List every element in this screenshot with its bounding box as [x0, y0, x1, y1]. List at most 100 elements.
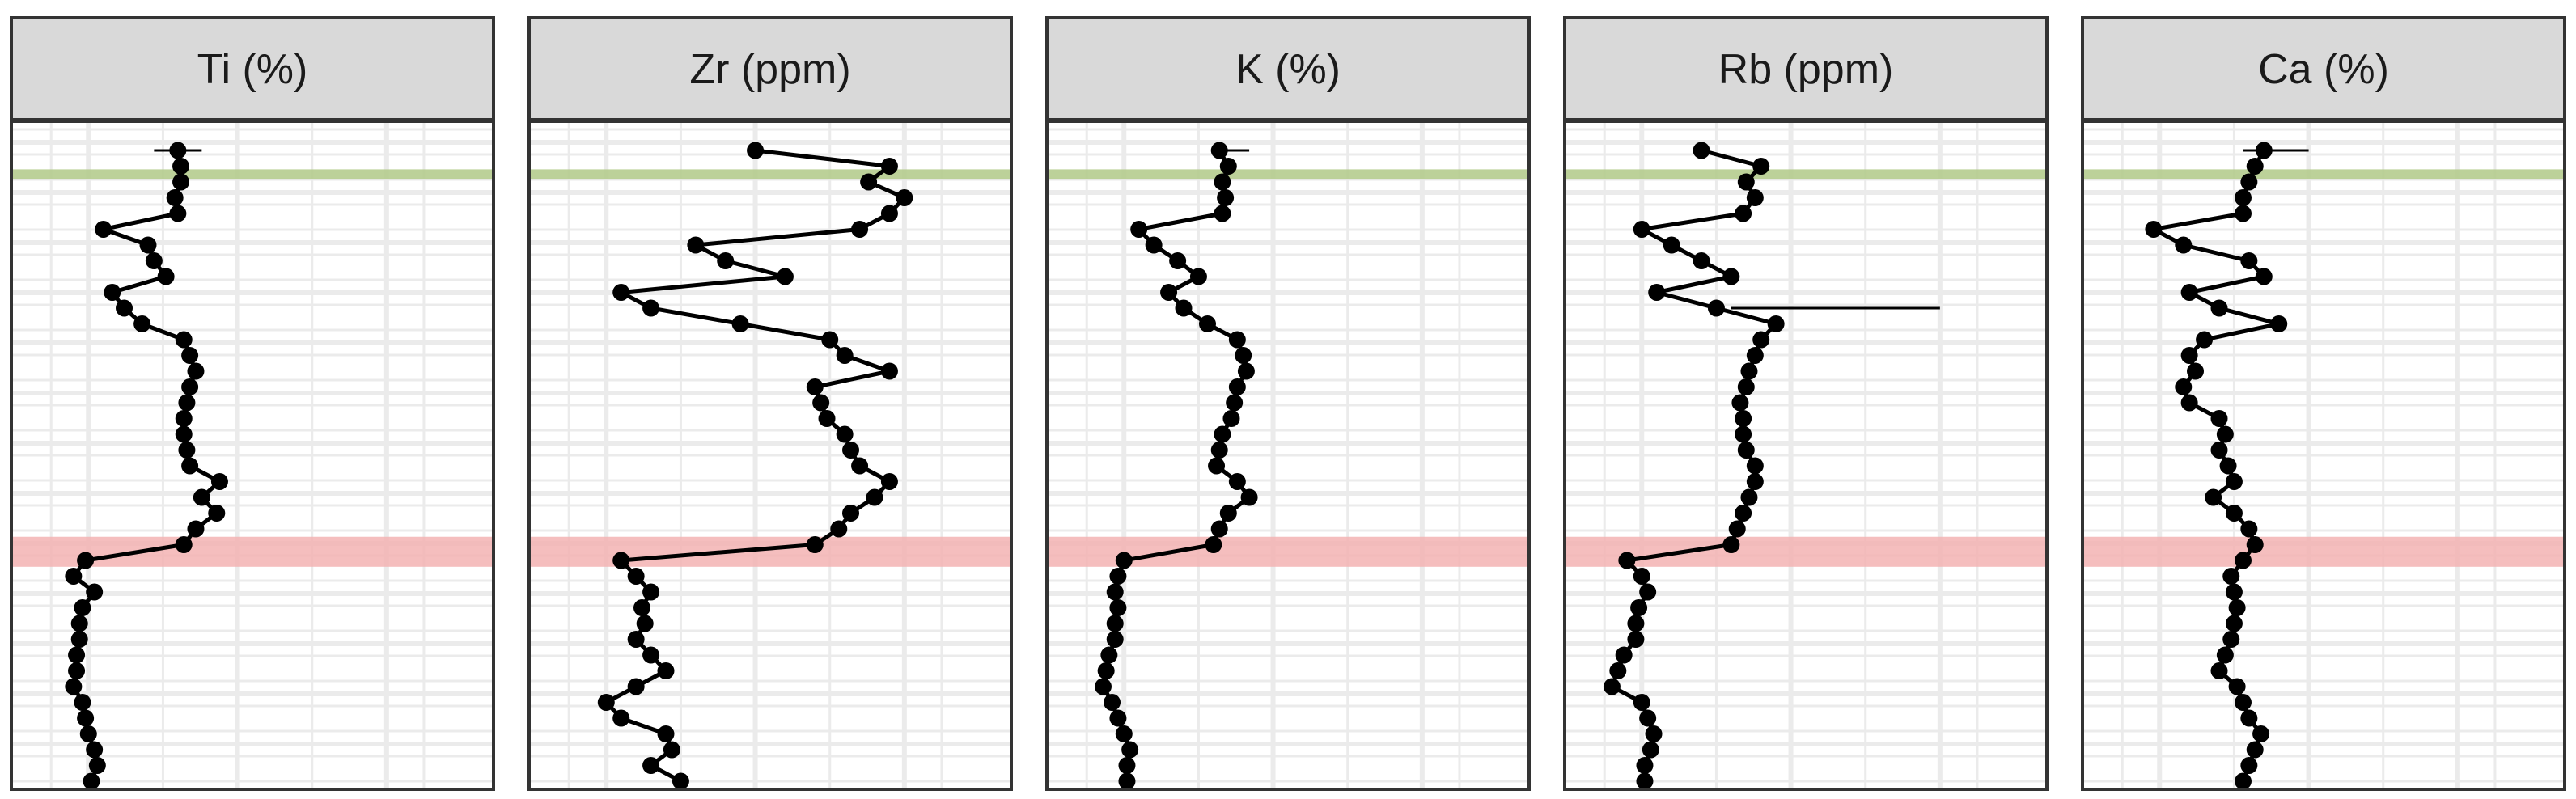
- data-point: [2187, 362, 2205, 380]
- data-point: [642, 757, 660, 774]
- data-point: [818, 410, 836, 427]
- data-point: [2210, 662, 2228, 679]
- red-band: [2082, 536, 2565, 567]
- data-point: [181, 457, 199, 475]
- data-point: [597, 694, 615, 711]
- data-point: [1228, 331, 1246, 349]
- data-point: [1633, 694, 1650, 711]
- data-point: [178, 442, 196, 459]
- data-point: [1722, 536, 1740, 553]
- data-point: [210, 473, 228, 490]
- data-point: [1214, 173, 1231, 191]
- data-point: [2180, 284, 2198, 301]
- data-point: [2175, 236, 2193, 254]
- data-point: [642, 646, 660, 664]
- data-point: [2196, 331, 2214, 349]
- data-point: [1094, 678, 1112, 695]
- strip-label: Ca (%): [2258, 46, 2389, 93]
- data-point: [175, 425, 193, 443]
- data-point: [1663, 236, 1680, 254]
- data-point: [896, 189, 913, 206]
- data-point: [74, 694, 91, 711]
- data-point: [2240, 252, 2258, 269]
- data-point: [1217, 189, 1235, 206]
- data-point: [181, 347, 199, 364]
- data-point: [717, 252, 735, 269]
- panel-4: Ca (%): [2081, 16, 2566, 791]
- data-point: [657, 725, 675, 742]
- strip-label: Zr (ppm): [689, 46, 850, 93]
- red-band: [1565, 536, 2047, 567]
- data-point: [612, 284, 630, 301]
- data-point: [68, 662, 86, 679]
- data-point: [627, 631, 645, 648]
- data-point: [2240, 757, 2258, 774]
- data-point: [1740, 362, 1758, 380]
- data-point: [1226, 394, 1244, 412]
- data-point: [2234, 189, 2252, 206]
- data-point: [1104, 694, 1121, 711]
- panel-0: Ti (%): [10, 16, 495, 791]
- data-point: [1210, 442, 1228, 459]
- data-point: [172, 158, 190, 175]
- data-point: [851, 221, 869, 238]
- data-point: [1603, 678, 1621, 695]
- data-point: [842, 442, 860, 459]
- data-point: [880, 473, 898, 490]
- data-point: [2210, 410, 2228, 427]
- green-band: [11, 169, 494, 180]
- data-point: [88, 757, 106, 774]
- data-point: [70, 615, 88, 632]
- strip-label: Rb (ppm): [1718, 46, 1894, 93]
- strip-label: Ti (%): [197, 46, 308, 93]
- data-point: [1767, 315, 1785, 332]
- data-point: [821, 331, 839, 349]
- data-point: [2216, 646, 2234, 664]
- data-point: [1746, 473, 1764, 490]
- data-point: [1627, 615, 1645, 632]
- data-point: [86, 741, 104, 759]
- data-point: [178, 394, 196, 412]
- data-point: [145, 252, 163, 269]
- data-point: [1618, 552, 1636, 569]
- data-point: [2234, 205, 2252, 222]
- data-point: [187, 520, 205, 538]
- data-point: [806, 536, 824, 553]
- data-point: [2175, 378, 2193, 395]
- data-point: [2222, 631, 2240, 648]
- data-point: [1210, 142, 1228, 159]
- data-point: [1169, 252, 1187, 269]
- green-band: [529, 169, 1011, 180]
- data-point: [842, 505, 860, 522]
- data-point: [1237, 362, 1255, 380]
- data-point: [2240, 520, 2258, 538]
- data-point: [687, 236, 705, 254]
- data-point: [880, 205, 898, 222]
- data-point: [1731, 394, 1749, 412]
- data-point: [1627, 631, 1645, 648]
- data-point: [1752, 158, 1770, 175]
- data-point: [776, 268, 794, 285]
- strip-header: [2081, 16, 2566, 121]
- data-point: [1214, 425, 1231, 443]
- data-point: [169, 142, 187, 159]
- data-point: [181, 378, 199, 395]
- data-point: [2225, 615, 2243, 632]
- data-point: [116, 299, 133, 317]
- data-point: [68, 646, 86, 664]
- data-point: [1728, 520, 1746, 538]
- data-point: [193, 488, 210, 506]
- data-point: [2225, 505, 2243, 522]
- data-point: [2255, 268, 2273, 285]
- data-point: [731, 315, 749, 332]
- data-point: [642, 299, 660, 317]
- data-point: [1115, 725, 1133, 742]
- data-point: [86, 583, 104, 601]
- data-point: [1100, 646, 1118, 664]
- data-point: [1735, 505, 1752, 522]
- data-point: [612, 552, 630, 569]
- panel-3: Rb (ppm): [1563, 16, 2049, 791]
- data-point: [2234, 552, 2252, 569]
- data-point: [1633, 568, 1650, 585]
